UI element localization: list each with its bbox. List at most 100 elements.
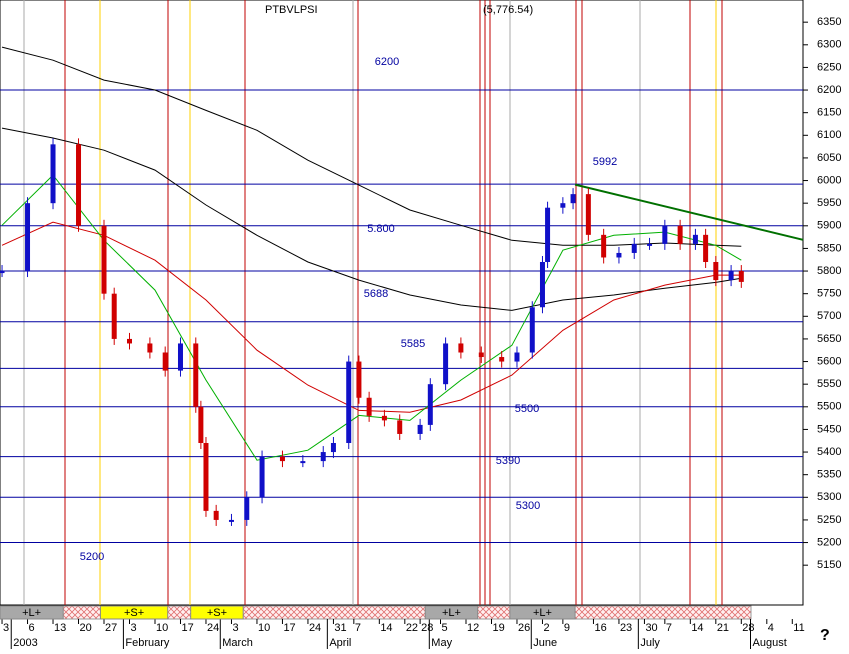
y-tick-label: 5400 — [817, 446, 841, 458]
x-tick-label: 6 — [29, 622, 35, 634]
candle — [330, 443, 336, 453]
candle — [647, 243, 653, 246]
candle — [366, 397, 372, 416]
month-label: June — [533, 637, 557, 649]
y-tick-label: 5750 — [817, 288, 841, 300]
y-tick-label: 6200 — [817, 84, 841, 96]
y-tick-label: 5950 — [817, 197, 841, 209]
candle — [25, 203, 31, 272]
candle — [198, 406, 204, 444]
candle — [177, 343, 183, 371]
y-tick-label: 6050 — [817, 152, 841, 164]
candle — [356, 361, 362, 398]
help-icon[interactable]: ? — [820, 627, 830, 644]
y-tick-label: 5800 — [817, 265, 841, 277]
band — [509, 605, 576, 620]
x-tick-label: 26 — [518, 622, 530, 634]
level-label: 5390 — [496, 455, 520, 467]
candle — [126, 338, 132, 344]
candle — [162, 352, 168, 371]
level-label: 5300 — [516, 500, 540, 512]
candle — [631, 243, 637, 253]
x-tick-label: 14 — [380, 622, 392, 634]
month-label: March — [222, 637, 253, 649]
x-tick-label: 3 — [232, 622, 238, 634]
x-tick-label: 2 — [543, 622, 549, 634]
moving-average — [1, 46, 742, 247]
y-tick-label: 5200 — [817, 536, 841, 548]
candle — [499, 357, 505, 362]
level-label: 5688 — [364, 288, 388, 300]
month-label: February — [125, 637, 170, 649]
candle — [111, 293, 117, 339]
candle — [560, 203, 566, 208]
y-tick-label: 5700 — [817, 310, 841, 322]
x-tick-label: 17 — [283, 622, 295, 634]
month-label: August — [753, 637, 787, 649]
month-label: April — [329, 637, 351, 649]
x-tick-label: 3 — [130, 622, 136, 634]
x-tick-label: 11 — [793, 622, 804, 634]
candle — [213, 510, 219, 520]
candle — [570, 194, 576, 204]
x-tick-label: 24 — [309, 622, 321, 634]
header-value: (5,776.54) — [483, 4, 533, 16]
y-tick-label: 5500 — [817, 401, 841, 413]
y-tick-label: 5300 — [817, 491, 841, 503]
level-label: 5585 — [401, 338, 425, 350]
candle — [545, 207, 551, 263]
y-tick-label: 6000 — [817, 174, 841, 186]
band — [190, 605, 244, 620]
candle — [662, 225, 668, 244]
x-tick-label: 21 — [717, 622, 729, 634]
candle — [728, 271, 734, 281]
x-tick-label: 19 — [492, 622, 504, 634]
band-label: +L+ — [442, 607, 461, 619]
candle — [381, 415, 387, 421]
candle — [514, 352, 520, 362]
x-tick-label: 28 — [742, 622, 754, 634]
y-tick-label: 5600 — [817, 355, 841, 367]
level-label: 5.800 — [367, 223, 395, 235]
candle — [300, 461, 306, 464]
plot-area — [0, 0, 804, 606]
band-label: +S+ — [124, 607, 144, 619]
y-tick-label: 5150 — [817, 559, 841, 571]
x-tick-label: 5 — [442, 622, 448, 634]
candle — [397, 420, 403, 434]
x-tick-label: 23 — [620, 622, 632, 634]
x-tick-label: 30 — [645, 622, 657, 634]
y-tick-label: 5850 — [817, 242, 841, 254]
candle — [50, 144, 56, 204]
x-tick-label: 3 — [3, 622, 9, 634]
level-label: 5992 — [593, 156, 617, 168]
x-tick-label: 16 — [594, 622, 606, 634]
x-tick-label: 14 — [691, 622, 703, 634]
x-tick-label: 31 — [334, 622, 346, 634]
candle — [458, 343, 464, 353]
chart-title: PTBVLPSI — [265, 4, 318, 16]
x-tick-label: 24 — [207, 622, 219, 634]
candle — [259, 456, 265, 498]
y-tick-label: 5900 — [817, 220, 841, 232]
trendline — [574, 183, 804, 241]
y-tick-label: 6300 — [817, 39, 841, 51]
candle — [0, 271, 5, 274]
y-tick-label: 6150 — [817, 107, 841, 119]
band-label: +L+ — [533, 607, 552, 619]
month-label: May — [431, 637, 452, 649]
candle — [427, 384, 433, 425]
candle — [193, 343, 199, 407]
y-tick-label: 5650 — [817, 333, 841, 345]
level-label: 6200 — [375, 56, 399, 68]
candle — [101, 225, 107, 294]
candle — [692, 234, 698, 244]
x-tick-label: 27 — [105, 622, 117, 634]
x-tick-label: 22 — [406, 622, 418, 634]
candle — [228, 519, 234, 522]
candle — [76, 144, 82, 226]
band — [424, 605, 479, 620]
x-tick-label: 28 — [421, 622, 433, 634]
band-label: +L+ — [22, 607, 41, 619]
month-label: July — [640, 637, 660, 649]
